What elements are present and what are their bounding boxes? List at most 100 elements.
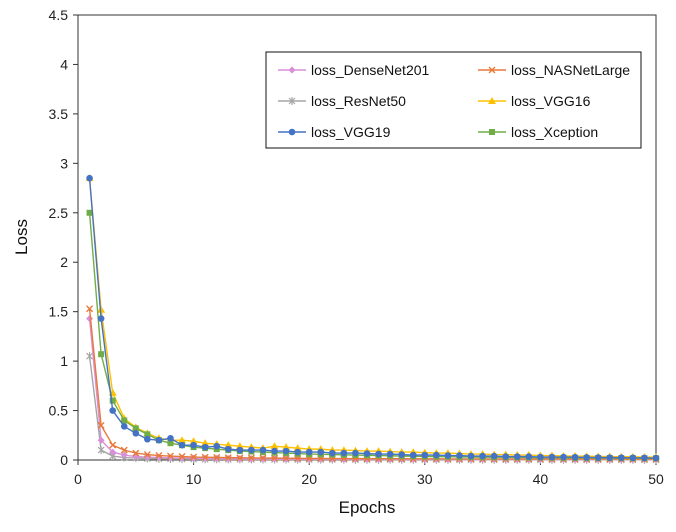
- data-point: [525, 453, 533, 460]
- y-tick-label: 4: [60, 56, 68, 72]
- data-point: [97, 315, 105, 322]
- legend-entry: loss_VGG19: [278, 124, 391, 140]
- legend-label: loss_VGG19: [311, 124, 391, 140]
- legend-swatch-marker: [489, 129, 495, 135]
- legend-swatch-marker: [288, 128, 296, 136]
- data-point: [98, 351, 105, 358]
- data-point: [178, 441, 186, 449]
- legend-box: [265, 51, 642, 149]
- y-tick-label: 1: [60, 353, 68, 369]
- legend-label: loss_VGG16: [511, 93, 591, 109]
- data-point: [583, 454, 590, 461]
- data-point: [86, 209, 93, 216]
- y-tick-label: 0.5: [49, 403, 69, 419]
- legend-swatch-marker: [488, 97, 496, 104]
- y-tick-label: 1.5: [49, 304, 69, 320]
- data-point: [490, 452, 498, 460]
- data-point: [224, 454, 232, 462]
- data-point: [97, 421, 105, 429]
- x-tick-label: 30: [417, 471, 433, 487]
- data-point: [305, 448, 313, 456]
- series-loss_VGG19: [86, 174, 660, 462]
- data-point: [247, 454, 255, 462]
- data-point: [109, 407, 116, 414]
- data-point: [363, 450, 371, 457]
- data-point: [409, 451, 417, 459]
- data-point: [618, 454, 625, 462]
- legend-label: loss_NASNetLarge: [511, 62, 630, 78]
- data-point: [513, 453, 521, 460]
- x-tick-label: 50: [648, 471, 664, 487]
- data-point: [652, 454, 660, 462]
- data-point: [120, 423, 128, 430]
- data-point: [86, 352, 93, 361]
- data-point: [329, 449, 336, 457]
- data-point: [433, 451, 440, 459]
- data-point: [467, 452, 475, 460]
- data-point: [144, 431, 151, 438]
- data-point: [352, 449, 359, 457]
- data-point: [167, 434, 174, 442]
- data-point: [386, 450, 394, 458]
- x-axis-ticks: 0 10 20 30 40 50: [74, 460, 664, 487]
- data-point: [132, 430, 140, 437]
- data-point: [398, 451, 405, 458]
- legend-entry: loss_VGG16: [478, 93, 591, 109]
- data-point: [155, 452, 163, 460]
- legend-entry: loss_ResNet50: [278, 93, 406, 109]
- data-point: [178, 436, 187, 444]
- data-point: [213, 442, 221, 450]
- legend-swatch-marker: [288, 97, 296, 105]
- data-point: [282, 443, 291, 451]
- data-point: [317, 448, 325, 456]
- x-tick-label: 20: [301, 471, 317, 487]
- legend-swatch-marker: [288, 66, 296, 74]
- data-point: [560, 453, 567, 461]
- data-point: [190, 441, 197, 449]
- data-point: [120, 451, 128, 459]
- data-point: [132, 425, 139, 432]
- legend-label: loss_Xception: [511, 124, 598, 140]
- y-tick-label: 2: [60, 254, 68, 270]
- x-tick-label: 0: [74, 471, 82, 487]
- y-tick-label: 2.5: [49, 205, 69, 221]
- legend-label: loss_ResNet50: [311, 93, 406, 109]
- data-point: [293, 444, 302, 452]
- y-tick-label: 3: [60, 155, 68, 171]
- data-point: [178, 453, 186, 461]
- data-point: [456, 452, 463, 459]
- data-point: [224, 445, 232, 453]
- data-point: [479, 452, 486, 460]
- data-point: [294, 448, 301, 456]
- legend-swatch-marker: [488, 66, 496, 74]
- data-point: [190, 453, 198, 461]
- data-point: [248, 446, 255, 454]
- legend: loss_DenseNet201 loss_NASNetLarge loss_Res…: [265, 51, 642, 149]
- legend-label: loss_DenseNet201: [311, 62, 430, 78]
- data-point: [259, 446, 267, 454]
- data-point: [236, 454, 244, 462]
- data-point: [548, 453, 556, 461]
- data-point: [235, 442, 244, 450]
- y-tick-label: 3.5: [49, 106, 69, 122]
- data-point: [282, 454, 290, 462]
- data-point: [271, 447, 278, 455]
- data-point: [594, 454, 602, 461]
- data-point: [166, 452, 174, 460]
- x-tick-label: 40: [533, 471, 549, 487]
- data-point: [444, 452, 452, 459]
- data-point: [271, 454, 279, 462]
- y-axis-title: Loss: [12, 219, 31, 255]
- data-point: [121, 417, 128, 424]
- legend-entry: loss_DenseNet201: [278, 62, 430, 78]
- legend-entry: loss_NASNetLarge: [478, 62, 630, 78]
- data-point: [224, 441, 233, 449]
- data-point: [340, 449, 348, 457]
- data-point: [641, 454, 648, 462]
- data-point: [259, 454, 267, 462]
- data-point: [86, 305, 94, 313]
- data-point: [421, 451, 429, 459]
- data-point: [97, 305, 106, 313]
- data-point: [606, 454, 614, 461]
